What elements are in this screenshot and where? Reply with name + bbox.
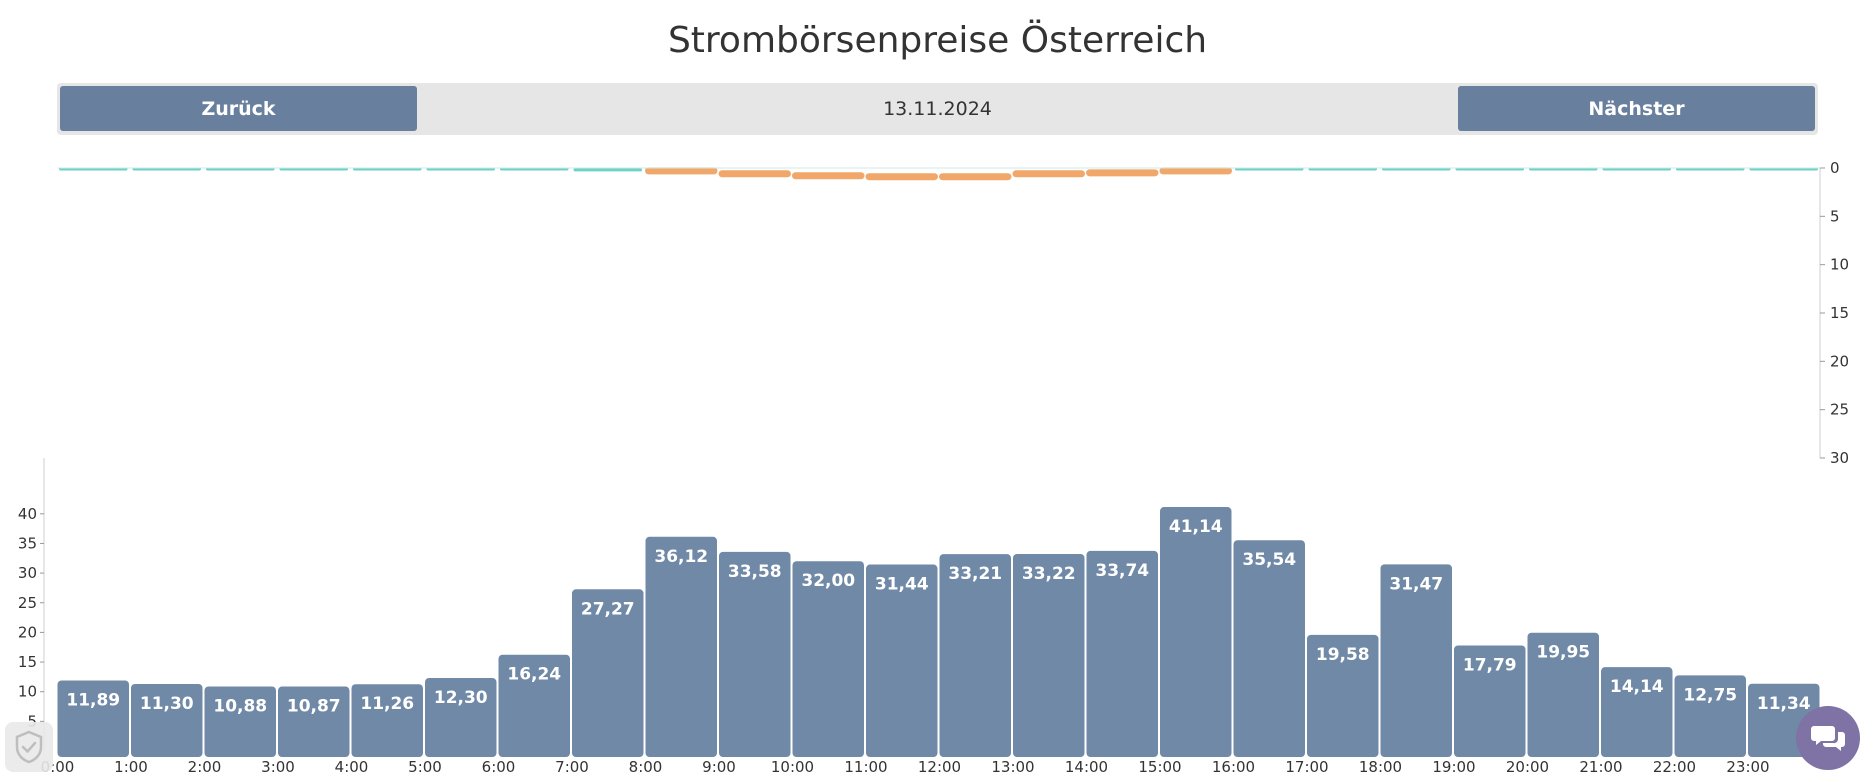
bar-value-label: 10,87 xyxy=(287,697,341,717)
x-tick-label: 1:00 xyxy=(114,758,148,776)
date-navigation: Zurück 13.11.2024 Nächster xyxy=(57,83,1818,135)
x-tick-label: 18:00 xyxy=(1359,758,1402,776)
bar-value-label: 11,89 xyxy=(66,690,120,710)
price-bar xyxy=(351,684,423,757)
bar-value-label: 12,30 xyxy=(434,688,488,708)
bar-value-label: 33,58 xyxy=(728,562,782,582)
price-bar xyxy=(57,680,129,757)
bar-value-label: 33,22 xyxy=(1022,564,1076,584)
price-bar xyxy=(498,654,570,757)
shield-check-icon xyxy=(15,730,43,764)
price-bar xyxy=(1380,564,1452,757)
bar-value-label: 19,58 xyxy=(1316,645,1370,665)
bar-y-tick-label: 15 xyxy=(18,653,37,671)
price-bar xyxy=(425,678,497,757)
price-bar xyxy=(792,561,864,757)
bar-value-label: 14,14 xyxy=(1610,677,1664,697)
page-title: Strombörsenpreise Österreich xyxy=(667,20,1208,61)
price-bar xyxy=(1601,667,1673,757)
price-bar xyxy=(1454,645,1526,757)
bar-value-label: 10,88 xyxy=(213,696,267,716)
x-tick-label: 9:00 xyxy=(702,758,736,776)
x-tick-label: 15:00 xyxy=(1138,758,1181,776)
price-bar xyxy=(939,554,1011,757)
bar-y-tick-label: 40 xyxy=(18,505,37,523)
x-tick-label: 8:00 xyxy=(629,758,663,776)
x-tick-label: 12:00 xyxy=(918,758,961,776)
x-tick-label: 13:00 xyxy=(991,758,1034,776)
price-bar xyxy=(1013,554,1085,757)
bar-value-label: 31,47 xyxy=(1389,574,1443,594)
bar-y-tick-label: 10 xyxy=(18,683,37,701)
price-bar xyxy=(719,551,791,757)
next-day-button[interactable]: Nächster xyxy=(1458,86,1815,131)
chat-button[interactable] xyxy=(1796,706,1860,770)
x-tick-label: 4:00 xyxy=(335,758,369,776)
price-bar xyxy=(278,686,350,757)
bar-value-label: 27,27 xyxy=(581,599,635,619)
bar-value-label: 33,21 xyxy=(948,564,1002,584)
x-tick-label: 6:00 xyxy=(482,758,516,776)
previous-day-button[interactable]: Zurück xyxy=(60,86,417,131)
price-bar xyxy=(1086,550,1158,757)
current-date: 13.11.2024 xyxy=(883,98,992,120)
bar-value-label: 11,26 xyxy=(360,694,414,714)
line-y-tick-label: 15 xyxy=(1830,304,1849,322)
x-tick-label: 17:00 xyxy=(1285,758,1328,776)
bar-value-label: 41,14 xyxy=(1169,517,1223,537)
bar-y-tick-label: 25 xyxy=(18,594,37,612)
price-bar xyxy=(1307,634,1379,757)
bar-value-label: 11,34 xyxy=(1757,694,1811,714)
bar-value-label: 32,00 xyxy=(801,571,855,591)
bar-value-label: 36,12 xyxy=(654,547,708,567)
bar-value-label: 19,95 xyxy=(1536,643,1590,663)
x-tick-label: 11:00 xyxy=(844,758,887,776)
price-bar xyxy=(1527,632,1599,757)
x-tick-label: 23:00 xyxy=(1726,758,1769,776)
line-y-tick-label: 20 xyxy=(1830,352,1849,370)
price-bar xyxy=(1160,507,1232,757)
x-tick-label: 19:00 xyxy=(1432,758,1475,776)
bar-y-tick-label: 30 xyxy=(18,564,37,582)
x-tick-label: 20:00 xyxy=(1506,758,1549,776)
price-bar xyxy=(866,564,938,757)
bar-value-label: 12,75 xyxy=(1683,685,1737,705)
bar-y-tick-label: 20 xyxy=(18,623,37,641)
x-tick-label: 10:00 xyxy=(771,758,814,776)
price-bar xyxy=(1674,675,1746,757)
x-tick-label: 5:00 xyxy=(408,758,442,776)
x-tick-label: 14:00 xyxy=(1065,758,1108,776)
price-bar xyxy=(645,536,717,757)
x-tick-label: 21:00 xyxy=(1579,758,1622,776)
bar-value-label: 33,74 xyxy=(1095,561,1149,581)
bar-y-tick-label: 35 xyxy=(18,534,37,552)
x-tick-label: 3:00 xyxy=(261,758,295,776)
price-bar xyxy=(204,686,276,757)
bar-value-label: 11,30 xyxy=(140,694,194,714)
privacy-shield-button[interactable] xyxy=(5,722,53,772)
bar-value-label: 35,54 xyxy=(1242,550,1296,570)
x-tick-label: 7:00 xyxy=(555,758,589,776)
bar-value-label: 16,24 xyxy=(507,665,561,685)
line-y-tick-label: 10 xyxy=(1830,256,1849,274)
x-tick-label: 2:00 xyxy=(188,758,222,776)
bar-value-label: 17,79 xyxy=(1463,656,1517,676)
line-y-tick-label: 0 xyxy=(1830,159,1840,177)
bar-y-tick-label: 5 xyxy=(27,712,37,730)
bar-value-label: 31,44 xyxy=(875,575,929,595)
line-y-tick-label: 25 xyxy=(1830,401,1849,419)
line-y-tick-label: 30 xyxy=(1830,449,1849,467)
price-bar xyxy=(1233,540,1305,757)
price-bar xyxy=(572,589,644,757)
chat-bubbles-icon xyxy=(1811,726,1845,751)
line-y-tick-label: 5 xyxy=(1830,207,1840,225)
x-tick-label: 22:00 xyxy=(1653,758,1696,776)
price-bar xyxy=(131,683,203,757)
x-tick-label: 16:00 xyxy=(1212,758,1255,776)
